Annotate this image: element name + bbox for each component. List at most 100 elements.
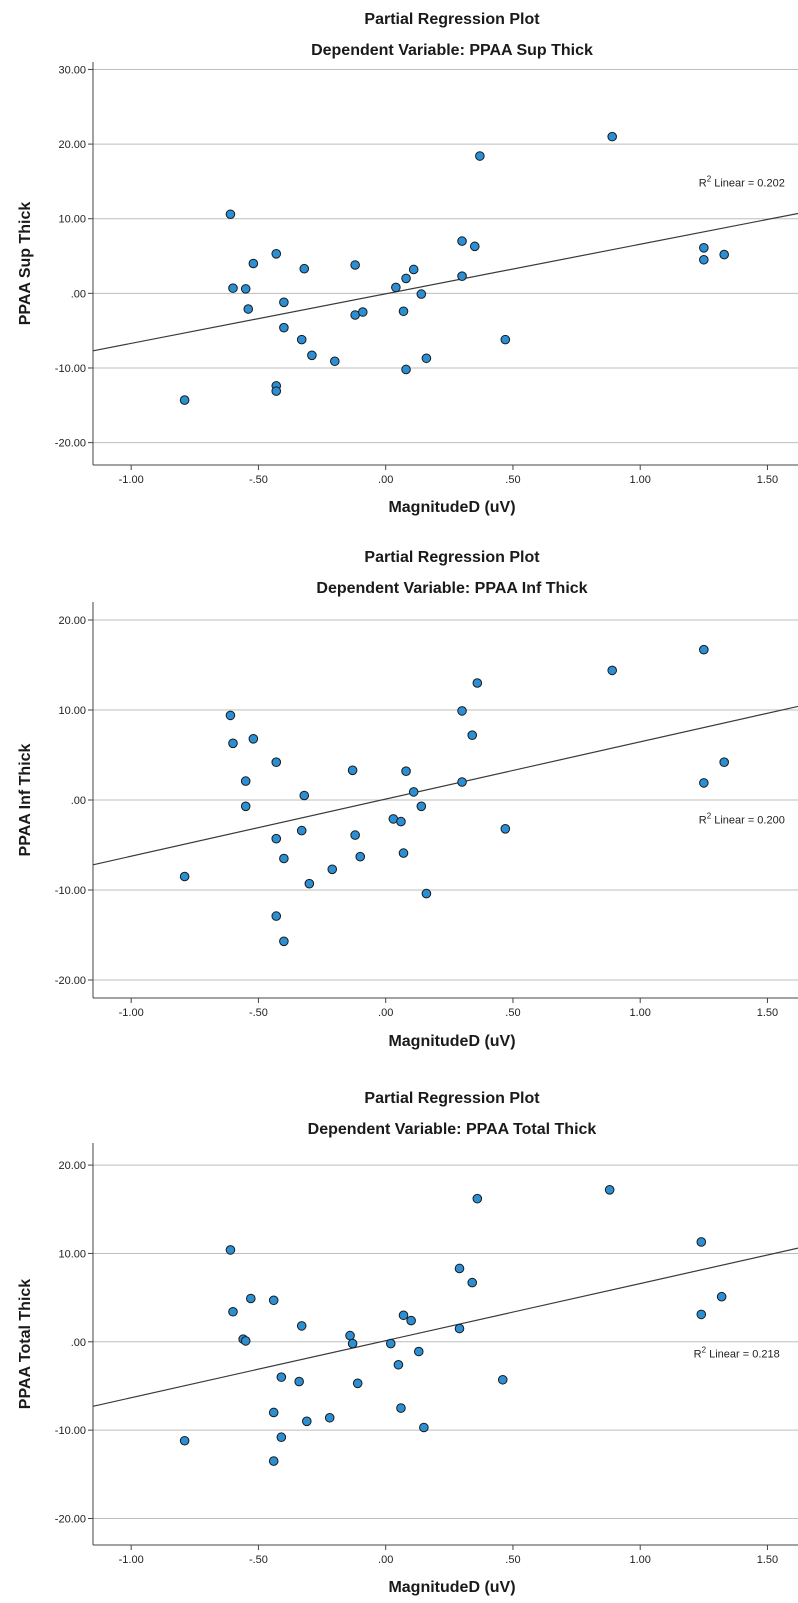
x-tick-label: 1.50 [757, 1007, 778, 1019]
data-point [699, 778, 709, 788]
chart-title: Partial Regression Plot [364, 549, 540, 566]
data-point [457, 777, 467, 787]
data-point [271, 386, 282, 396]
data-point [324, 1412, 335, 1423]
data-point [696, 1237, 707, 1247]
data-point [401, 766, 411, 777]
data-point [357, 307, 368, 317]
y-tick-label: 20.00 [58, 615, 86, 627]
data-point [469, 241, 480, 252]
data-point [457, 236, 467, 246]
data-point [243, 304, 254, 314]
data-point [719, 249, 729, 260]
data-point [398, 848, 409, 858]
data-point [604, 1185, 615, 1195]
data-point [472, 678, 483, 688]
data-point [296, 825, 307, 836]
data-point [268, 1407, 279, 1418]
data-point [299, 790, 310, 801]
data-point [279, 322, 289, 333]
data-point [225, 209, 236, 220]
data-point [398, 306, 409, 317]
y-tick-label: 20.00 [58, 1160, 86, 1172]
data-point [416, 289, 427, 299]
y-tick-label: 30.00 [58, 64, 86, 76]
x-tick-label: 1.00 [629, 474, 650, 486]
data-point [350, 260, 360, 270]
x-tick-label: .00 [378, 474, 393, 486]
data-point [696, 1309, 707, 1320]
y-tick-label: -20.00 [55, 975, 86, 987]
data-point [271, 911, 282, 921]
x-tick-label: -1.00 [119, 1554, 144, 1566]
y-tick-label: .00 [71, 288, 86, 300]
data-point [225, 1245, 236, 1255]
y-tick-label: 10.00 [58, 214, 86, 226]
data-point [408, 264, 419, 275]
x-tick-label: 1.00 [629, 1007, 650, 1019]
data-point [393, 1359, 404, 1370]
y-tick-label: .00 [71, 795, 86, 807]
y-tick-label: -10.00 [55, 1425, 86, 1437]
x-tick-label: .50 [505, 1554, 520, 1566]
x-axis-label: MagnitudeD (uV) [388, 1033, 515, 1050]
data-point [179, 871, 190, 882]
x-tick-label: .00 [378, 1007, 393, 1019]
data-point [279, 936, 289, 947]
data-point [401, 364, 411, 375]
data-point [607, 665, 618, 676]
data-point [719, 757, 729, 768]
data-point [294, 1376, 304, 1387]
data-point [500, 824, 511, 834]
r2-label: R2 Linear = 0.200 [699, 811, 785, 826]
chart-subtitle: Dependent Variable: PPAA Total Thick [308, 1121, 597, 1138]
data-point [271, 248, 282, 259]
data-point [179, 1435, 190, 1446]
x-tick-label: -1.00 [119, 474, 144, 486]
r2-label: R2 Linear = 0.202 [699, 175, 785, 190]
data-point [240, 284, 251, 294]
data-point [413, 1346, 424, 1357]
data-point [347, 765, 358, 776]
data-point [228, 738, 238, 749]
data-point [396, 816, 406, 827]
fit-line [92, 1247, 798, 1407]
data-point [299, 263, 310, 274]
data-point [457, 271, 467, 281]
y-tick-label: 10.00 [58, 1248, 86, 1260]
data-point [716, 1291, 727, 1302]
y-tick-label: 10.00 [58, 705, 86, 717]
chart-panel-1: Partial Regression Plot Dependent Variabl… [17, 11, 798, 516]
data-point [419, 1422, 429, 1433]
data-point [497, 1374, 508, 1385]
data-point [228, 283, 238, 293]
data-point [391, 282, 401, 293]
data-point [347, 1338, 358, 1349]
y-tick-label: 20.00 [58, 139, 86, 151]
data-point [352, 1378, 363, 1389]
data-point [345, 1330, 355, 1341]
data-point [472, 1193, 483, 1204]
data-point [279, 297, 289, 308]
y-tick-label: -10.00 [55, 885, 86, 897]
y-tick-label: -20.00 [55, 1513, 86, 1525]
x-tick-label: 1.50 [757, 474, 778, 486]
fit-line [92, 212, 798, 352]
x-tick-label: .50 [505, 1007, 520, 1019]
data-point [271, 757, 282, 768]
data-point [268, 1456, 279, 1466]
data-point [385, 1338, 396, 1349]
data-point [248, 258, 259, 269]
data-point [279, 853, 289, 864]
data-point [454, 1323, 465, 1334]
data-point [408, 787, 419, 797]
data-point [457, 706, 467, 716]
y-axis-label: PPAA Total Thick [17, 1279, 34, 1409]
data-point [396, 1403, 406, 1413]
r2-label: R2 Linear = 0.218 [694, 1346, 780, 1361]
data-point [401, 273, 411, 284]
data-point [225, 710, 236, 721]
data-point [245, 1293, 256, 1304]
